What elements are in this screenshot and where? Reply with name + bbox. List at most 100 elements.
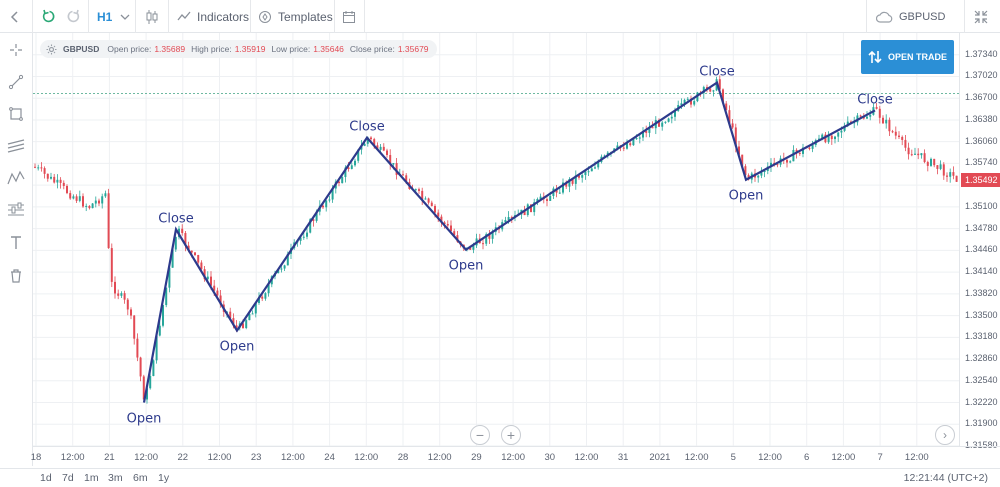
candle-body <box>434 205 436 213</box>
candle-body <box>181 228 184 234</box>
candle-body <box>267 284 270 294</box>
scroll-to-latest-button[interactable]: › <box>935 425 955 445</box>
candle-body <box>184 233 187 246</box>
candle-body <box>450 225 452 232</box>
candle-body <box>437 212 440 217</box>
trade-arrows-icon <box>868 50 882 64</box>
zoom-out-button[interactable]: − <box>470 425 490 445</box>
candle-body <box>648 127 651 133</box>
candle-body <box>485 234 488 244</box>
candle-body <box>939 164 942 169</box>
current-price-label: 1.35492 <box>961 173 1000 188</box>
candle-body <box>923 153 926 163</box>
time-tick: 12:00 <box>758 452 782 463</box>
candle-body <box>904 139 907 148</box>
close-annotation: Close <box>699 65 734 80</box>
period-1m[interactable]: 1m <box>84 472 99 484</box>
price-tick: 1.35100 <box>965 200 998 211</box>
candle-body <box>846 121 849 126</box>
candle-body <box>136 338 139 358</box>
candle-body <box>139 357 142 377</box>
candle-body <box>82 196 84 207</box>
candle-body <box>130 309 132 316</box>
fibonacci-icon[interactable] <box>6 200 26 220</box>
candle-body <box>66 185 68 194</box>
candle-body <box>757 175 760 178</box>
candle-body <box>85 205 88 207</box>
candle-body <box>469 247 472 250</box>
period-1d[interactable]: 1d <box>40 472 52 484</box>
candle-body <box>626 143 628 149</box>
price-chart[interactable]: Open Close Open Close Open Close Open Close <box>33 33 959 447</box>
candle-body <box>232 318 235 326</box>
period-7d[interactable]: 7d <box>62 472 74 484</box>
candle-body <box>955 175 958 182</box>
settings-gear-icon[interactable] <box>46 44 57 55</box>
period-3m[interactable]: 3m <box>108 472 123 484</box>
candle-body <box>933 158 936 166</box>
calendar-icon[interactable] <box>342 0 356 33</box>
templates-icon <box>259 10 271 23</box>
trade-path-line <box>142 80 876 403</box>
candle-body <box>72 196 75 199</box>
drawing-toolbar <box>0 33 33 466</box>
candlestick-type-icon[interactable] <box>144 0 160 33</box>
candle-body <box>891 131 894 133</box>
period-1y[interactable]: 1y <box>158 472 170 484</box>
candle-body <box>917 153 920 156</box>
candle-body <box>309 219 312 233</box>
candle-body <box>197 255 200 263</box>
candle-body <box>331 188 334 200</box>
timeframe-select[interactable]: H1 <box>97 0 130 33</box>
time-tick: 2021 <box>649 452 671 463</box>
candle-body <box>373 139 376 146</box>
parallel-channel-icon[interactable] <box>6 136 26 156</box>
time-tick: 5 <box>730 452 736 463</box>
time-axis[interactable]: 18 12:00 21 12:00 22 12:00 23 12:00 24 12:00 28 12:… <box>30 446 1000 468</box>
zoom-in-button[interactable]: + <box>501 425 521 445</box>
period-6m[interactable]: 6m <box>133 472 148 484</box>
trend-line-icon[interactable] <box>6 72 26 92</box>
candle-body <box>110 248 113 282</box>
time-tick: 29 <box>471 452 482 463</box>
time-tick: 12:00 <box>60 452 85 463</box>
candle-body <box>942 164 945 176</box>
redo-icon[interactable] <box>65 0 80 33</box>
symbol-select[interactable]: GBPUSD <box>876 0 945 33</box>
back-icon[interactable] <box>8 0 22 33</box>
candle-body <box>328 199 331 201</box>
candle-body <box>885 119 888 124</box>
candle-body <box>875 107 878 109</box>
candle-body <box>581 175 584 178</box>
candle-body <box>683 99 686 104</box>
plus-icon: + <box>506 427 516 443</box>
price-axis[interactable]: 1.37340 1.37020 1.36700 1.36380 1.36060 1.357… <box>959 33 1000 450</box>
price-tick: 1.36060 <box>965 135 998 146</box>
candle-body <box>75 196 78 201</box>
open-trade-button[interactable]: OPEN TRADE <box>861 40 954 74</box>
candle-body <box>664 121 667 123</box>
time-tick: 21 <box>104 452 115 463</box>
indicators-button[interactable]: Indicators <box>177 0 249 33</box>
time-tick: 12:00 <box>501 452 525 463</box>
candle-body <box>286 253 289 266</box>
candle-body <box>392 163 395 165</box>
undo-icon[interactable] <box>42 0 57 33</box>
trash-icon[interactable] <box>6 266 26 286</box>
open-annotation: Open <box>127 412 162 427</box>
candle-body <box>686 98 689 100</box>
candle-body <box>418 189 420 191</box>
candle-body <box>53 176 56 183</box>
candle-body <box>888 119 891 132</box>
crosshair-icon[interactable] <box>6 40 26 60</box>
fullscreen-icon[interactable] <box>974 0 988 33</box>
text-tool-icon[interactable] <box>6 233 26 253</box>
candle-body <box>504 220 507 223</box>
candle-body <box>62 182 65 186</box>
time-tick: 18 <box>30 452 42 463</box>
top-toolbar: H1 Indicators Templates GBPUSD <box>0 0 1000 33</box>
candle-body <box>533 202 536 213</box>
templates-button[interactable]: Templates <box>258 0 333 33</box>
pattern-icon[interactable] <box>6 168 26 188</box>
rectangle-icon[interactable] <box>6 104 26 124</box>
